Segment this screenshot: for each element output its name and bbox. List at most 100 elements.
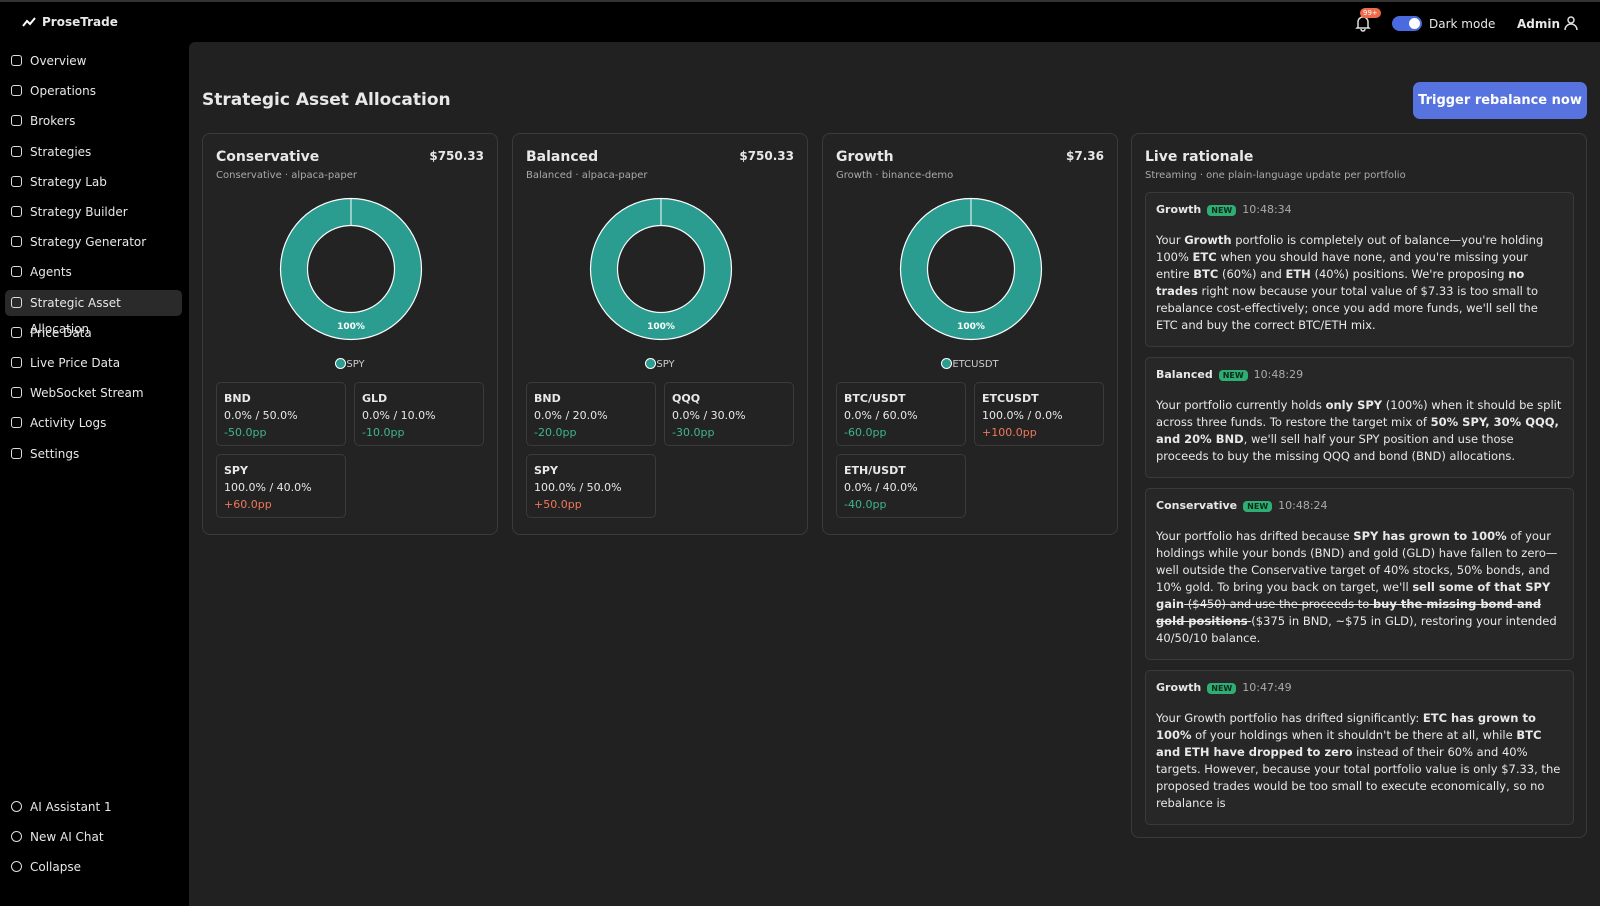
text-segment: right now because your total value of $7… — [1156, 284, 1539, 332]
entry-text: Your Growth portfolio is completely out … — [1156, 232, 1563, 334]
text-segment: ETC has grown to 100% — [1156, 711, 1536, 742]
nav-label: Strategies — [30, 144, 92, 159]
nav-icon — [11, 447, 22, 459]
legend-swatch — [645, 358, 657, 369]
nav-icon — [11, 55, 22, 66]
holding-symbol: QQQ — [672, 392, 701, 405]
footer-item[interactable]: AI Assistant 1 — [5, 794, 182, 820]
brand[interactable]: ProseTrade — [42, 15, 118, 29]
portfolio-name: Balanced — [526, 149, 599, 165]
nav-label: Live Price Data — [30, 356, 121, 370]
user-icon[interactable] — [1563, 15, 1579, 31]
donut-slice — [280, 198, 422, 340]
footer-icon — [11, 861, 22, 873]
nav-item[interactable]: WebSocket Stream — [5, 380, 182, 406]
text-segment: Your portfolio has drifted because — [1156, 529, 1354, 543]
holding-weights: 0.0% / 50.0% — [224, 409, 298, 422]
portfolio-name: Conservative — [216, 149, 320, 165]
text-segment: instead of their 60% and 40% targets. Ho… — [1156, 745, 1561, 810]
nav-item[interactable]: Price Data — [5, 320, 182, 346]
nav-item[interactable]: Strategic Asset Allocation — [5, 289, 182, 336]
nav-label: Strategic Asset Allocation — [30, 295, 121, 336]
entry-time: 10:48:34 — [1242, 203, 1292, 216]
footer-item[interactable]: Collapse — [5, 854, 182, 880]
portfolio-card: Growth $7.36 Growth · binance-demo 100% ETCU… — [822, 133, 1118, 535]
nav-label: Operations — [30, 84, 96, 99]
entry-header: Growth NEW 10:48:34 — [1156, 203, 1563, 216]
holding: BND 0.0% / 20.0% -20.0pp — [526, 382, 656, 446]
legend-swatch — [335, 358, 347, 369]
entry-portfolio: Growth — [1156, 681, 1202, 694]
donut-chart: 100% — [899, 197, 1043, 341]
portfolio-value: $750.33 — [739, 149, 794, 163]
nav-icon — [11, 326, 22, 338]
text-segment: only SPY — [1325, 398, 1383, 412]
entry-portfolio: Conservative — [1156, 499, 1238, 512]
holding-drift: -20.0pp — [534, 426, 577, 439]
nav-icon — [11, 387, 22, 399]
donut-slice — [900, 198, 1042, 340]
nav-item[interactable]: Strategy Lab — [5, 169, 182, 195]
theme-toggle[interactable] — [1392, 16, 1422, 31]
legend: ETCUSDT — [823, 358, 1117, 370]
holding-weights: 100.0% / 40.0% — [224, 481, 312, 494]
slice-label: 100% — [647, 322, 675, 332]
nav-icon — [11, 357, 22, 368]
entry-portfolio: Growth — [1156, 203, 1202, 216]
holding: ETH/USDT 0.0% / 40.0% -40.0pp — [836, 454, 966, 518]
nav-item[interactable]: Settings — [5, 441, 182, 467]
nav-item[interactable]: Agents — [5, 259, 182, 285]
text-segment: BTC and ETH have dropped to zero — [1156, 728, 1542, 759]
holding-drift: -10.0pp — [362, 426, 405, 439]
nav-label: WebSocket Stream — [30, 386, 144, 401]
nav-icon — [11, 115, 22, 127]
donut-chart: 100% — [279, 197, 423, 341]
text-segment: (60%) and — [1218, 267, 1286, 281]
text-segment: (40%) positions. We're proposing — [1310, 267, 1509, 281]
text-segment: (100%) when it should be split across th… — [1156, 398, 1562, 429]
nav-item[interactable]: Operations — [5, 78, 182, 104]
holding-symbol: GLD — [362, 392, 388, 405]
holding-weights: 0.0% / 40.0% — [844, 481, 918, 494]
donut-chart: 100% — [589, 197, 733, 341]
entry-text: Your portfolio has drifted because SPY h… — [1156, 528, 1563, 647]
holding-weights: 0.0% / 30.0% — [672, 409, 746, 422]
portfolio-value: $750.33 — [429, 149, 484, 163]
nav-item[interactable]: Brokers — [5, 108, 182, 134]
rationale-entry: Growth NEW 10:48:34 Your Growth portfolio i… — [1145, 192, 1574, 347]
text-segment: Growth — [1184, 233, 1232, 247]
footer-item[interactable]: New AI Chat — [5, 824, 182, 850]
text-segment: Your — [1156, 233, 1185, 247]
entry-time: 10:47:49 — [1242, 681, 1292, 694]
nav-item[interactable]: Activity Logs — [5, 410, 182, 436]
footer-label: Collapse — [30, 860, 81, 875]
nav-label: Activity Logs — [30, 416, 107, 431]
donut-outline — [899, 197, 1043, 341]
donut-slice — [590, 198, 732, 340]
holding-symbol: BTC/USDT — [844, 392, 906, 405]
user-name[interactable]: Admin — [1517, 17, 1561, 31]
rationale-list: Growth NEW 10:48:34 Your Growth portfolio i… — [1145, 192, 1574, 835]
donut-outline — [279, 197, 423, 341]
nav-item[interactable]: Overview — [5, 48, 182, 74]
nav-item[interactable]: Strategy Generator — [5, 229, 182, 255]
text-segment: buy the missing bond and gold positions — [1156, 597, 1542, 628]
rebalance-button[interactable]: Trigger rebalance now — [1413, 82, 1587, 119]
entry-header: Balanced NEW 10:48:29 — [1156, 368, 1563, 381]
text-segment: SPY has grown to 100% — [1353, 529, 1507, 543]
rationale-panel: Live rationale Streaming · one plain-lan… — [1131, 133, 1587, 838]
holding-drift: +60.0pp — [224, 498, 272, 511]
rationale-entry: Conservative NEW 10:48:24 Your portfolio ha… — [1145, 488, 1574, 660]
entry-text: Your portfolio currently holds only SPY … — [1156, 397, 1563, 465]
nav-label: Price Data — [30, 325, 92, 340]
holding-weights: 0.0% / 20.0% — [534, 409, 608, 422]
donut-inner — [926, 224, 1016, 314]
nav-item[interactable]: Strategies — [5, 139, 182, 165]
rationale-entry: Balanced NEW 10:48:29 Your portfolio curren… — [1145, 357, 1574, 478]
holding-weights: 0.0% / 10.0% — [362, 409, 436, 422]
nav-item[interactable]: Live Price Data — [5, 350, 182, 376]
page-title: Strategic Asset Allocation — [202, 90, 451, 110]
text-segment: Your Growth portfolio has drifted signif… — [1156, 711, 1423, 725]
nav-item[interactable]: Strategy Builder — [5, 199, 182, 225]
